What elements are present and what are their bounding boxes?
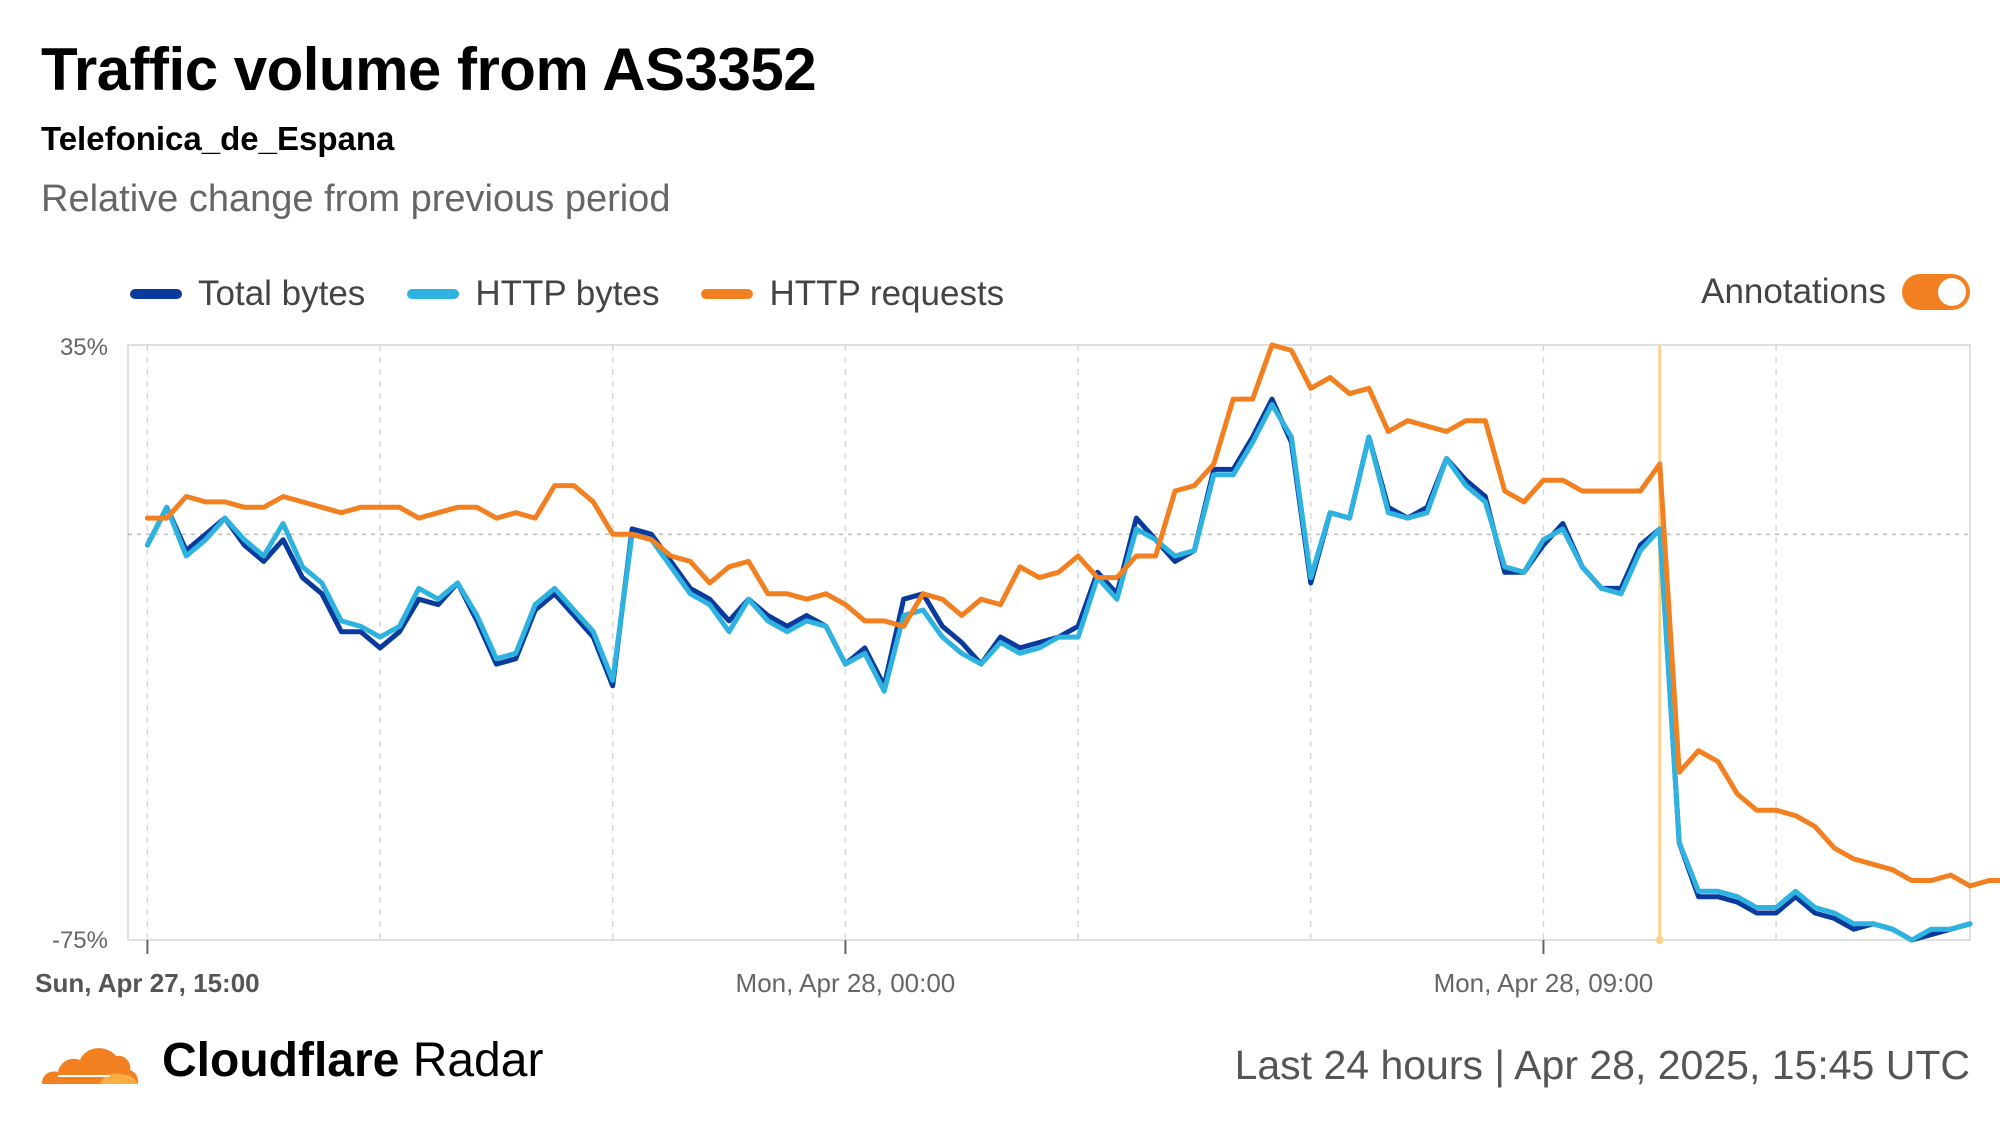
series-line-http-requests — [144, 342, 2000, 889]
y-tick-label-top: 35% — [60, 334, 108, 361]
series-line-total-bytes — [144, 396, 1973, 943]
y-tick-label-bottom: -75% — [52, 927, 108, 954]
legend-item-http-requests[interactable]: HTTP requests — [701, 274, 1004, 314]
legend-swatch-http-requests — [701, 289, 754, 299]
x-tick-label: Sun, Apr 27, 15:00 — [35, 968, 259, 998]
chart-legend: Total bytes HTTP bytes HTTP requests — [130, 274, 1046, 314]
legend-swatch-http-bytes — [407, 289, 460, 299]
x-tick-label: Mon, Apr 28, 00:00 — [736, 968, 956, 998]
legend-label-http-requests: HTTP requests — [769, 274, 1005, 313]
time-range-label: Last 24 hours | Apr 28, 2025, 15:45 UTC — [1234, 1042, 1970, 1088]
legend-label-total-bytes: Total bytes — [198, 274, 366, 313]
chart-subtitle: Telefonica_de_Espana — [41, 120, 395, 157]
x-tick-label: Mon, Apr 28, 09:00 — [1434, 968, 1654, 998]
annotations-label: Annotations — [1701, 272, 1886, 311]
brand: Cloudflare Radar — [40, 1036, 543, 1086]
legend-swatch-total-bytes — [130, 289, 182, 299]
brand-name: Cloudflare Radar — [162, 1037, 543, 1085]
chart-description: Relative change from previous period — [41, 178, 671, 220]
toggle-knob — [1938, 278, 1966, 306]
legend-label-http-bytes: HTTP bytes — [475, 274, 660, 313]
brand-name-bold: Cloudflare — [162, 1034, 400, 1087]
annotations-toggle[interactable] — [1902, 274, 1970, 310]
plot-frame — [127, 344, 1971, 941]
annotation-marker — [1655, 936, 1664, 944]
cloudflare-cloud-icon — [42, 1048, 139, 1084]
chart-title: Traffic volume from AS3352 — [41, 36, 817, 103]
legend-item-total-bytes[interactable]: Total bytes — [130, 274, 365, 314]
line-chart: 35% -75% Sun, Apr 27, 15:00 Mon, Apr 28, 00… — [35, 334, 2000, 998]
series-line-http-bytes — [144, 402, 1973, 943]
brand-name-light: Radar — [399, 1034, 544, 1087]
annotations-control: Annotations — [1701, 272, 1970, 312]
legend-item-http-bytes[interactable]: HTTP bytes — [407, 274, 659, 314]
